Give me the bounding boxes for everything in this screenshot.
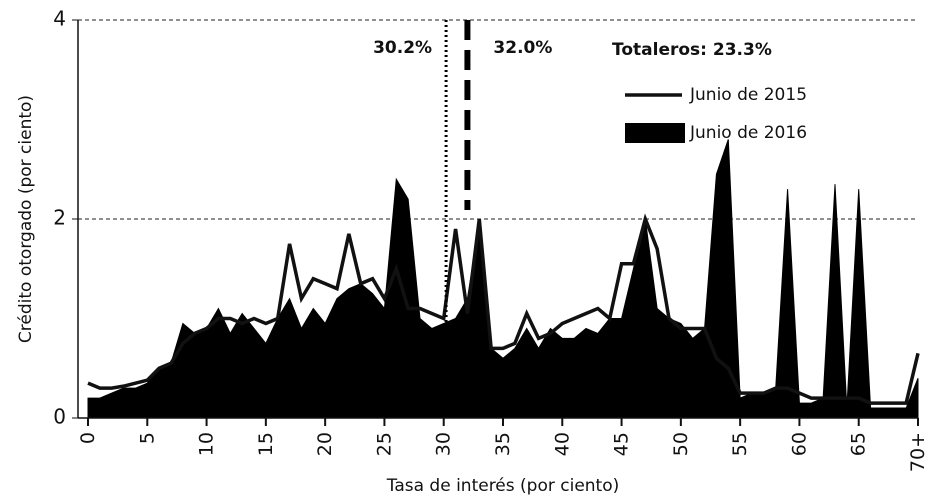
x-tick-label: 55 — [729, 432, 751, 456]
x-tick-label: 70+ — [907, 432, 925, 472]
x-tick-label: 20 — [314, 432, 336, 456]
x-tick-label: 5 — [136, 432, 158, 444]
reference-label: 30.2% — [373, 38, 432, 58]
x-tick-label: 35 — [492, 432, 514, 456]
x-tick-label: 60 — [788, 432, 810, 456]
x-axis-label: Tasa de interés (por ciento) — [386, 476, 620, 496]
x-tick-label: 30 — [433, 432, 455, 456]
x-tick-label: 15 — [255, 432, 277, 456]
x-tick-label: 45 — [611, 432, 633, 456]
y-tick-label: 2 — [53, 206, 66, 230]
legend-label: Junio de 2015 — [689, 85, 807, 105]
x-tick-label: 25 — [373, 432, 395, 456]
legend-swatch — [625, 123, 685, 143]
y-tick-label: 0 — [53, 405, 66, 429]
reference-label: 32.0% — [493, 38, 552, 58]
y-tick-label: 4 — [53, 7, 66, 31]
legend-label: Junio de 2016 — [689, 123, 807, 143]
x-tick-label: 40 — [551, 432, 573, 456]
area — [87, 139, 919, 419]
annotation: Totaleros: 23.3% — [612, 40, 772, 60]
x-tick-label: 65 — [848, 432, 870, 456]
x-tick-label: 50 — [670, 432, 692, 456]
x-tick-label: 10 — [196, 432, 218, 456]
y-axis-label: Crédito otorgado (por ciento) — [16, 95, 36, 343]
line — [87, 213, 920, 405]
x-tick-label: 0 — [77, 432, 99, 444]
